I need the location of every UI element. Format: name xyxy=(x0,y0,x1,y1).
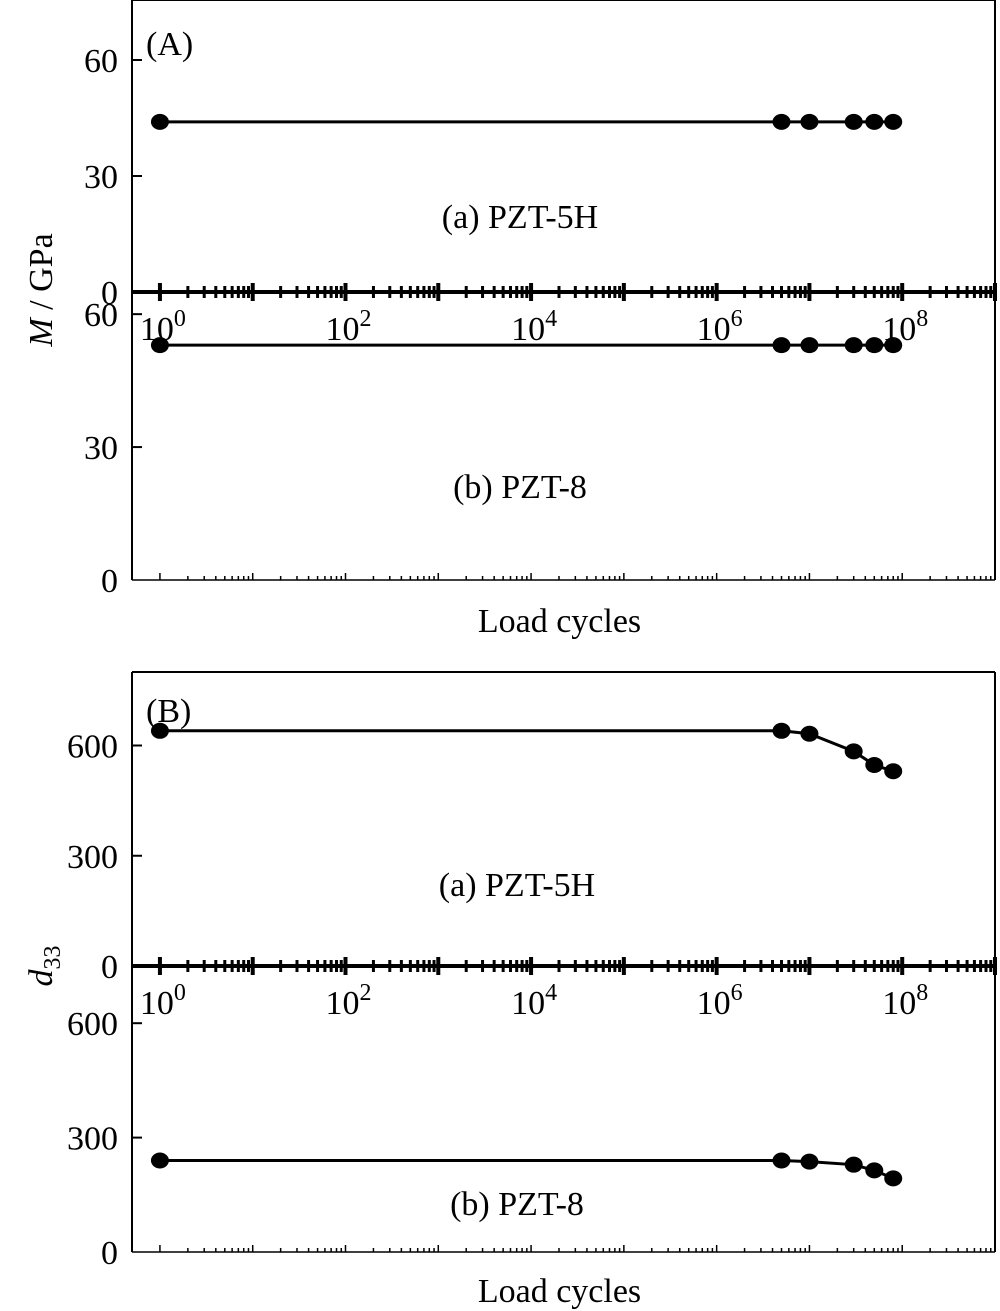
data-point-pzt-5h xyxy=(844,113,863,130)
x-tick-exponent: 4 xyxy=(545,306,557,332)
x-tick-label: 102 xyxy=(326,980,372,1022)
x-tick-base: 10 xyxy=(326,985,360,1022)
series-label-pzt-5h: (a) PZT-5H xyxy=(439,867,595,904)
lower-y-tick-label: 0 xyxy=(101,1235,118,1272)
data-point-pzt-8 xyxy=(772,1152,791,1169)
upper-y-tick-label: 0 xyxy=(101,275,118,312)
data-point-pzt-8 xyxy=(150,1152,169,1169)
x-tick-exponent: 4 xyxy=(545,980,557,1006)
data-point-pzt-5h xyxy=(865,756,884,773)
data-point-pzt-8 xyxy=(884,1170,903,1187)
upper-y-tick-label: 0 xyxy=(101,949,118,986)
data-point-pzt-5h xyxy=(772,113,791,130)
x-tick-exponent: 6 xyxy=(731,980,743,1006)
x-tick-label: 104 xyxy=(511,306,557,348)
y-axis-title-symbol: d xyxy=(23,969,60,987)
data-point-pzt-5h xyxy=(884,763,903,780)
data-point-pzt-5h xyxy=(150,113,169,130)
data-point-pzt-5h xyxy=(844,743,863,760)
x-tick-base: 10 xyxy=(140,985,174,1022)
upper-y-tick-label: 30 xyxy=(84,159,118,196)
lower-y-tick-label: 300 xyxy=(67,1121,118,1158)
upper-y-tick-label: 60 xyxy=(84,43,118,80)
x-tick-exponent: 0 xyxy=(174,306,186,332)
x-tick-base: 10 xyxy=(697,985,731,1022)
panel-label: (A) xyxy=(146,26,193,63)
data-point-pzt-8 xyxy=(772,337,791,354)
data-point-pzt-8 xyxy=(865,1162,884,1179)
data-point-pzt-8 xyxy=(150,337,169,354)
y-axis-title-subscript: 33 xyxy=(40,946,66,970)
x-tick-label: 104 xyxy=(511,980,557,1022)
data-point-pzt-5h xyxy=(865,113,884,130)
data-point-pzt-8 xyxy=(844,337,863,354)
data-point-pzt-5h xyxy=(800,113,819,130)
lower-y-tick-label: 0 xyxy=(101,563,118,600)
x-tick-label: 100 xyxy=(140,980,186,1022)
x-tick-label: 102 xyxy=(326,306,372,348)
y-axis-title-unit: / GPa xyxy=(23,233,60,318)
data-point-pzt-8 xyxy=(844,1156,863,1173)
x-axis-title: Load cycles xyxy=(478,603,641,640)
data-point-pzt-8 xyxy=(800,337,819,354)
data-point-pzt-5h xyxy=(884,113,903,130)
series-label-pzt-8: (b) PZT-8 xyxy=(453,469,587,506)
upper-y-tick-label: 300 xyxy=(67,839,118,876)
lower-y-tick-label: 60 xyxy=(84,297,118,334)
y-axis-title-symbol: M xyxy=(23,317,60,348)
x-tick-label: 106 xyxy=(697,306,743,348)
lower-y-tick-label: 600 xyxy=(67,1006,118,1043)
x-tick-base: 10 xyxy=(511,985,545,1022)
x-tick-exponent: 0 xyxy=(174,980,186,1006)
x-tick-label: 106 xyxy=(697,980,743,1022)
data-point-pzt-8 xyxy=(800,1153,819,1170)
data-point-pzt-5h xyxy=(800,725,819,742)
series-label-pzt-8: (b) PZT-8 xyxy=(450,1186,584,1223)
x-tick-exponent: 6 xyxy=(731,306,743,332)
data-point-pzt-8 xyxy=(865,337,884,354)
x-tick-base: 10 xyxy=(326,311,360,348)
x-tick-base: 10 xyxy=(511,311,545,348)
x-tick-base: 10 xyxy=(882,985,916,1022)
panel-label: (B) xyxy=(146,693,191,730)
x-tick-exponent: 8 xyxy=(916,980,928,1006)
x-axis-title: Load cycles xyxy=(478,1273,641,1310)
data-point-pzt-5h xyxy=(150,722,169,739)
y-axis-title: M / GPa xyxy=(23,233,60,347)
data-point-pzt-8 xyxy=(884,337,903,354)
x-tick-label: 108 xyxy=(882,980,928,1022)
y-axis-title: d33 xyxy=(23,946,66,987)
x-tick-exponent: 2 xyxy=(360,980,372,1006)
x-tick-exponent: 8 xyxy=(916,306,928,332)
upper-y-tick-label: 600 xyxy=(67,729,118,766)
x-tick-base: 10 xyxy=(697,311,731,348)
series-label-pzt-5h: (a) PZT-5H xyxy=(442,199,598,236)
lower-y-tick-label: 30 xyxy=(84,430,118,467)
x-tick-exponent: 2 xyxy=(360,306,372,332)
data-point-pzt-5h xyxy=(772,722,791,739)
